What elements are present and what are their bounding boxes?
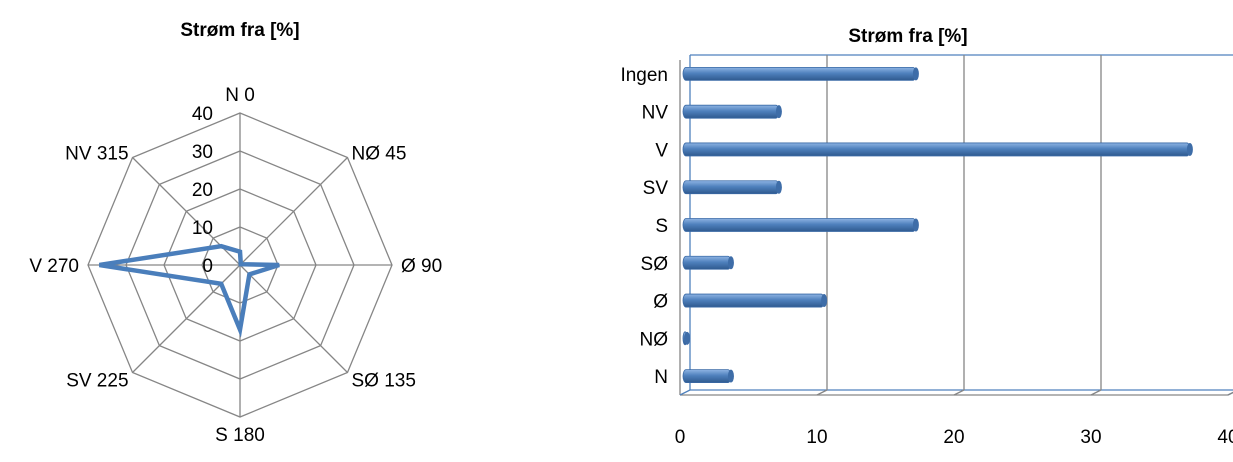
bar-end-cap bbox=[727, 256, 734, 270]
bar-floor-edge bbox=[679, 389, 691, 396]
radar-category-label: Ø 90 bbox=[401, 256, 442, 277]
bar-category-label: SØ bbox=[641, 254, 669, 275]
bar-category-labels: N NØ Ø SØ S SV V NV Ingen bbox=[620, 65, 668, 388]
bar-series bbox=[682, 66, 1193, 384]
radar-category-label: SØ 135 bbox=[351, 370, 415, 391]
bar-end-cap bbox=[912, 218, 919, 232]
bar-back-wall bbox=[689, 54, 1233, 391]
bar bbox=[682, 255, 732, 270]
bar-x-tick-label: 40 bbox=[1217, 427, 1233, 448]
radar-tick-label: 30 bbox=[192, 142, 213, 163]
bar-category-label: NV bbox=[642, 103, 669, 124]
bar-category-label: Ø bbox=[653, 292, 668, 313]
bar-floor-gridline bbox=[953, 389, 965, 396]
bar-end-cap bbox=[912, 67, 919, 81]
radar-category-label: SV 225 bbox=[66, 370, 128, 391]
bar-category-label: Ingen bbox=[620, 65, 668, 86]
radar-tick-label: 20 bbox=[192, 180, 213, 201]
bar-end-cap bbox=[775, 180, 782, 194]
bar-chart: Strøm fra [%] N NØ Ø SØ S SV V NV Ingen 0 10 20 30 4… bbox=[620, 26, 1233, 448]
bar bbox=[682, 142, 1191, 157]
radar-tick-label: 40 bbox=[192, 104, 213, 125]
bar-x-tick-label: 0 bbox=[675, 427, 686, 448]
bar bbox=[682, 180, 780, 195]
radar-category-label: V 270 bbox=[29, 256, 79, 277]
bar-category-label: SV bbox=[643, 178, 669, 199]
radar-chart: Strøm fra [%] 0 10 20 30 40 N 0 NØ 45 Ø 90 SØ 1… bbox=[29, 20, 442, 446]
bar-x-tick-label: 30 bbox=[1080, 427, 1101, 448]
bar-end-cap bbox=[1186, 142, 1193, 156]
radar-category-label: NØ 45 bbox=[351, 144, 406, 165]
bar-x-tick-label: 10 bbox=[806, 427, 827, 448]
radar-spoke bbox=[239, 264, 348, 373]
bar-x-tick-labels: 0 10 20 30 40 bbox=[675, 427, 1233, 448]
radar-category-label: NV 315 bbox=[65, 144, 128, 165]
bar-floor-gridline bbox=[1227, 391, 1233, 396]
bar-x-tick-label: 20 bbox=[943, 427, 964, 448]
radar-tick-label: 10 bbox=[192, 218, 213, 239]
bar-floor-gridline bbox=[1090, 389, 1102, 396]
radar-category-label: N 0 bbox=[225, 85, 255, 106]
radar-title: Strøm fra [%] bbox=[180, 20, 299, 41]
bar-title: Strøm fra [%] bbox=[848, 26, 967, 47]
bar-category-label: NØ bbox=[640, 329, 669, 350]
bar-end-cap bbox=[727, 369, 734, 383]
bar bbox=[682, 293, 825, 308]
bar-category-label: S bbox=[655, 216, 668, 237]
radar-spoke bbox=[239, 157, 348, 266]
radar-series bbox=[99, 243, 280, 338]
radar-series-line bbox=[99, 243, 280, 338]
radar-tick-labels: 0 10 20 30 40 bbox=[192, 104, 213, 277]
bar bbox=[682, 369, 732, 384]
bar-end-cap bbox=[821, 294, 828, 308]
radar-category-label: S 180 bbox=[215, 425, 265, 446]
radar-category-labels: N 0 NØ 45 Ø 90 SØ 135 S 180 SV 225 V 270 NV 315 bbox=[29, 85, 442, 446]
bar bbox=[682, 66, 917, 81]
bar-category-label: V bbox=[655, 140, 668, 161]
bar bbox=[682, 104, 780, 119]
bar bbox=[682, 218, 917, 232]
bar-category-label: N bbox=[654, 367, 668, 388]
bar-end-cap bbox=[684, 331, 691, 345]
bar-floor-gridline bbox=[816, 389, 828, 396]
radar-tick-label: 0 bbox=[202, 256, 213, 277]
bar-end-cap bbox=[775, 105, 782, 119]
